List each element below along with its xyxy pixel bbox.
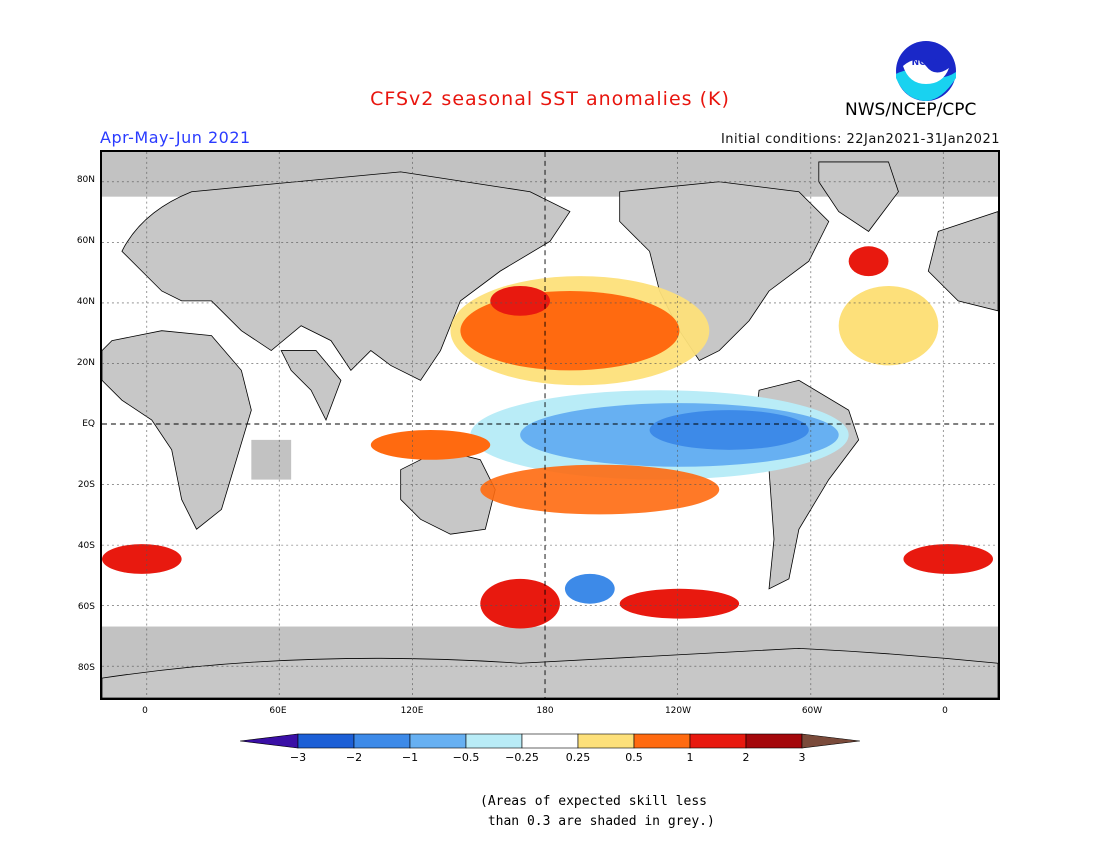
lon-label-0-east: 0 [942, 706, 948, 716]
lat-label-40s: 40S [77, 541, 95, 551]
lon-label-0: 0 [142, 706, 148, 716]
colorbar-bin-7 [633, 733, 691, 749]
colorbar-label: −0.25 [505, 751, 539, 764]
colorbar-bin-4 [465, 733, 523, 749]
lat-label-80n: 80N [76, 175, 95, 185]
continents [102, 161, 998, 590]
lon-label-120w: 120W [664, 706, 692, 716]
skill-note-line-1: (Areas of expected skill less [480, 794, 707, 809]
colorbar-label: −2 [345, 751, 363, 764]
antarctica [102, 647, 998, 698]
colorbar-high-arrow [801, 733, 860, 749]
colorbar-bin-9 [745, 733, 803, 749]
lon-label-60e: 60E [269, 706, 287, 716]
grid-lines [102, 152, 998, 698]
europe-east-edge [927, 211, 998, 312]
noaa-logo: NOAA [896, 41, 956, 101]
colorbar-label: −3 [289, 751, 307, 764]
colorbar-label: −0.5 [452, 751, 480, 764]
lat-label-80s: 80S [77, 663, 95, 673]
lat-label-40n: 40N [76, 297, 95, 307]
colorbar-bin-6 [577, 733, 635, 749]
colorbar-low-arrow [240, 733, 299, 749]
initial-conditions-label: Initial conditions: 22Jan2021-31Jan2021 [720, 132, 1000, 147]
india [280, 350, 342, 422]
anomaly-shading [102, 246, 994, 629]
lat-label-20s: 20S [77, 480, 95, 490]
colorbar-bin-2 [353, 733, 411, 749]
colorbar-label: 3 [798, 751, 806, 764]
colorbar-label: 0.25 [565, 751, 591, 764]
skill-note-line-2: than 0.3 are shaded in grey.) [480, 814, 715, 829]
colorbar-bin-8 [689, 733, 747, 749]
skill-note: (Areas of expected skill less than 0.3 a… [480, 792, 715, 832]
map-title: CFSv2 seasonal SST anomalies (K) [370, 88, 730, 110]
colorbar-bin-5 [521, 733, 579, 749]
lat-label-60s: 60S [77, 602, 95, 612]
colorbar-bin-1 [297, 733, 355, 749]
colorbar-label: −1 [401, 751, 419, 764]
svg-text:NOAA: NOAA [912, 58, 941, 68]
africa [102, 330, 252, 530]
lon-label-120e: 120E [400, 706, 424, 716]
season-label: Apr-May-Jun 2021 [100, 128, 251, 147]
eurasia [121, 171, 571, 381]
lat-label-eq: EQ [82, 419, 95, 429]
colorbar-label: 0.5 [625, 751, 643, 764]
colorbar-label: 2 [742, 751, 750, 764]
lat-label-20n: 20N [76, 358, 95, 368]
colorbar-label: 1 [686, 751, 694, 764]
colorbar [240, 733, 860, 749]
lon-label-180: 180 [536, 706, 554, 716]
agency-label: NWS/NCEP/CPC [845, 100, 977, 120]
lon-label-60w: 60W [801, 706, 823, 716]
equator-dateline [102, 152, 998, 698]
sst-anomaly-map [100, 150, 1000, 700]
colorbar-bin-3 [409, 733, 467, 749]
lat-label-60n: 60N [76, 236, 95, 246]
